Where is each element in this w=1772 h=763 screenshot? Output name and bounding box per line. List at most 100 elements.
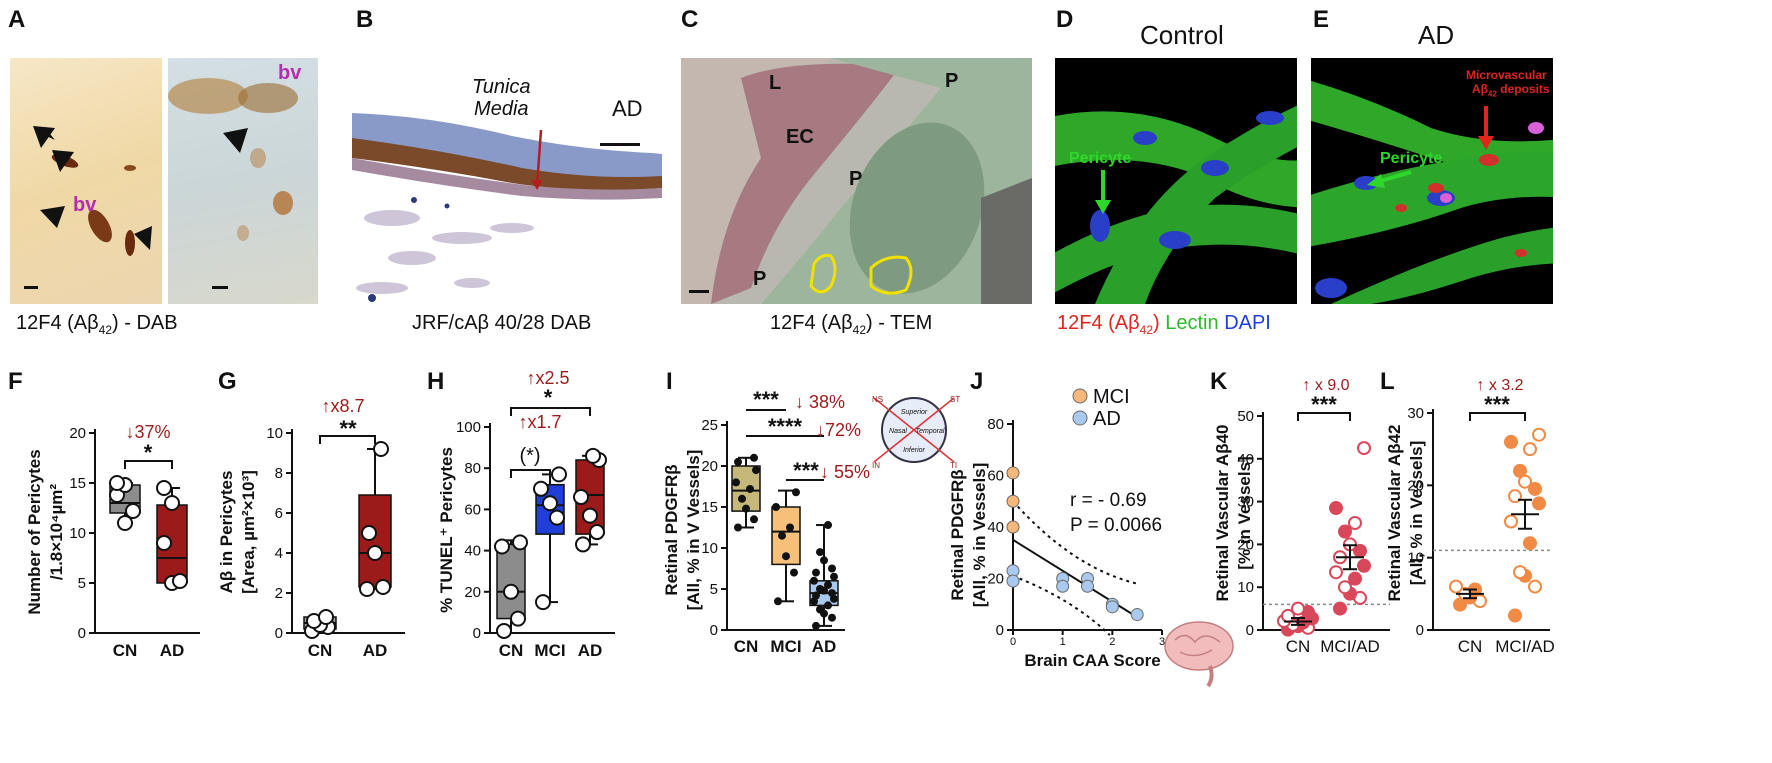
data-point: [1329, 565, 1343, 580]
y-tick-label: 10: [266, 425, 283, 442]
significance-bracket: [1297, 412, 1351, 421]
x-tick-label: 3: [1159, 636, 1165, 648]
data-point: [1504, 514, 1518, 529]
data-point: [1291, 601, 1305, 616]
data-point: [1532, 496, 1546, 511]
fold-change-label: ↓37%: [125, 422, 170, 442]
legend-marker: [1072, 388, 1088, 404]
data-point: [318, 609, 334, 625]
bv-label: bv: [73, 194, 97, 216]
panel-letter-j: J: [970, 368, 984, 395]
y-tick-label: 100: [456, 419, 481, 436]
data-point: [742, 504, 750, 513]
data-point: [812, 568, 820, 577]
l-y-label: Retinal Vascular Aβ42: [1385, 425, 1404, 602]
y-tick-label: 10: [701, 540, 718, 557]
c-label-ec: EC: [786, 126, 814, 148]
data-point: [551, 466, 567, 483]
data-point: [582, 507, 598, 524]
h-CN-box: [496, 543, 526, 620]
data-point: [812, 621, 820, 630]
j-y-label-line2: [All, % in Vessels]: [970, 463, 989, 608]
x-category-label: CN: [1458, 637, 1483, 656]
y-tick-label: 8: [275, 465, 283, 482]
panel-a-micrograph-left: bv: [10, 58, 162, 304]
panel-d-fluorescence: Pericyte: [1055, 58, 1297, 304]
y-tick-label: 40: [464, 543, 481, 560]
y-tick-label: 0: [710, 622, 718, 639]
k-y-label: Retinal Vascular Aβ40: [1213, 425, 1232, 602]
significance-label: *: [544, 385, 553, 410]
arrow-icon: [1478, 136, 1494, 150]
data-point: [816, 548, 824, 557]
data-point: [810, 576, 818, 585]
data-point: [790, 568, 798, 577]
y-tick-label: 80: [987, 416, 1004, 433]
data-point: [1504, 434, 1518, 449]
g-y-label: Aβ in Pericytes: [217, 471, 236, 594]
l-y-label-line2: [All, % in Vessels]: [1407, 441, 1426, 586]
y-tick-label: 4: [275, 545, 283, 562]
fold-change-label: ↑x1.7: [518, 412, 561, 432]
data-point: [824, 580, 832, 589]
panel-b-micrograph: Tunica Media AD: [352, 58, 662, 304]
bv-label: bv: [278, 62, 302, 84]
x-category-label: AD: [812, 637, 837, 656]
y-tick-label: 20: [987, 571, 1004, 588]
significance-label: ***: [1484, 392, 1510, 417]
y-tick-label: 20: [701, 458, 718, 475]
r-statistic: r = - 0.69: [1070, 490, 1147, 511]
retina-diagonal: [873, 397, 955, 463]
data-point: [156, 535, 172, 551]
data-point: [510, 610, 526, 627]
data-point: [542, 495, 558, 512]
x-category-label: CN: [734, 637, 759, 656]
data-point: [125, 503, 141, 519]
significance-label: **: [339, 416, 357, 441]
data-point: [1348, 571, 1362, 586]
data-point: [1357, 441, 1371, 456]
panel-letter-a: A: [8, 6, 26, 33]
y-tick-label: 10: [1407, 550, 1424, 567]
g-AD-box: [358, 494, 392, 588]
data-point: [1528, 481, 1542, 496]
inset-label: Superior: [901, 409, 928, 416]
y-tick-label: 20: [464, 584, 481, 601]
data-point: [512, 534, 528, 551]
panel-letter-f: F: [8, 368, 23, 395]
y-tick-label: 60: [464, 501, 481, 518]
dapi-label: DAPI: [1224, 312, 1271, 334]
y-tick-label: 80: [464, 460, 481, 477]
panel-letter-e: E: [1313, 6, 1330, 33]
data-point: [1006, 494, 1020, 508]
data-point: [812, 591, 820, 600]
significance-label: ***: [1311, 392, 1337, 417]
panel-b-ad-label: AD: [612, 96, 643, 121]
x-axis-label: Brain CAA Score: [1024, 651, 1160, 670]
data-point: [1130, 608, 1144, 622]
arrowhead-icon: [223, 128, 248, 153]
data-point: [782, 552, 790, 561]
data-point: [1333, 601, 1347, 616]
inset-label: Nasal: [889, 428, 907, 435]
brain-stem: [1206, 665, 1214, 688]
data-point: [533, 480, 549, 497]
data-point: [585, 447, 601, 464]
data-point: [734, 457, 742, 466]
data-point: [816, 605, 824, 614]
y-tick-label: 20: [69, 425, 86, 442]
tunica-media-label: Tunica Media: [472, 76, 531, 120]
data-point: [164, 495, 180, 511]
y-tick-label: 50: [1237, 408, 1254, 425]
x-category-label: AD: [578, 641, 603, 660]
c-label-p2: P: [849, 168, 863, 190]
y-tick-label: 5: [710, 581, 718, 598]
arrowhead-icon: [52, 150, 74, 172]
data-point: [1105, 600, 1119, 614]
panel-letter-l: L: [1380, 368, 1395, 395]
arrowhead-icon: [33, 126, 55, 148]
y-tick-label: 0: [473, 625, 481, 642]
pericyte-label: Pericyte: [1380, 150, 1443, 167]
significance-label: ***: [753, 387, 779, 412]
